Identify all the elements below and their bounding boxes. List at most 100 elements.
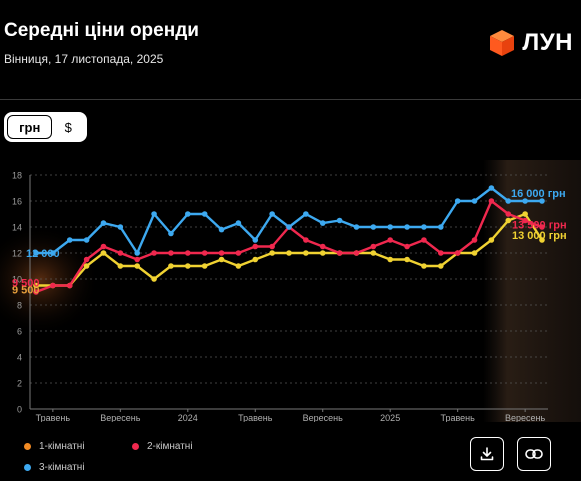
data-point-3-room (336, 217, 343, 224)
y-tick-label: 16 (12, 197, 22, 207)
data-point-3-room (50, 250, 56, 256)
data-point-2-room (66, 282, 73, 289)
data-point-2-room (303, 237, 309, 243)
currency-uah-button[interactable]: грн (7, 115, 53, 139)
data-point-2-room (454, 250, 461, 256)
y-tick-label: 4 (17, 353, 22, 363)
series-line-2-room (35, 199, 543, 294)
data-point-1-room (100, 250, 107, 256)
data-point-3-room (218, 226, 225, 233)
data-point-3-room (33, 250, 39, 256)
data-point-1-room (471, 250, 478, 256)
data-point-1-room (522, 211, 528, 217)
data-point-3-room (100, 220, 107, 226)
cube-icon (490, 30, 515, 56)
data-point-3-room (319, 220, 326, 226)
data-point-1-room (505, 217, 512, 224)
page-subtitle: Вінниця, 17 листопада, 2025 (4, 52, 164, 66)
y-tick-label: 10 (12, 275, 22, 285)
legend-item-1-room[interactable]: 1-кімнатні (24, 441, 85, 452)
logo-text: ЛУН (522, 29, 573, 56)
data-point-1-room (134, 263, 140, 269)
data-point-3-room (235, 220, 242, 226)
x-tick-label: Травень (36, 413, 71, 422)
link-icon (525, 449, 543, 459)
data-point-3-room (286, 224, 292, 230)
x-tick-label: 2024 (178, 413, 198, 422)
data-point-2-room (421, 237, 427, 243)
data-point-3-room (151, 211, 157, 217)
data-point-1-room (539, 237, 545, 243)
data-point-1-room (438, 263, 444, 269)
download-icon (480, 447, 494, 461)
data-point-3-room (168, 230, 174, 237)
share-link-button[interactable] (517, 437, 551, 471)
data-point-2-room (387, 237, 394, 243)
legend-label-3-room: 3-кімнатні (39, 462, 85, 473)
data-point-1-room (117, 263, 124, 269)
data-point-2-room (438, 250, 444, 256)
data-point-3-room (66, 237, 73, 243)
series-end-label-1-room: 13 000 грн (512, 230, 567, 242)
currency-usd-button[interactable]: $ (64, 119, 72, 135)
data-point-2-room (83, 256, 90, 263)
data-point-2-room (404, 243, 410, 250)
series-start-label-2-room: 9 500 (12, 278, 40, 290)
y-tick-label: 14 (12, 223, 22, 233)
data-point-3-room (134, 250, 140, 256)
data-point-1-room (235, 263, 242, 269)
data-point-1-room (286, 250, 292, 256)
data-point-1-room (83, 263, 90, 269)
data-point-3-room (454, 198, 461, 204)
data-point-2-room (151, 250, 157, 256)
data-point-1-room (218, 256, 225, 263)
page-title: Середні ціни оренди (4, 20, 199, 41)
x-tick-label: 2025 (380, 413, 400, 422)
rent-price-chart: 0 2 4 6 8 10 12 14 16 18 Травень Вересень 2024 Травен… (0, 160, 581, 422)
data-point-2-room (488, 198, 495, 204)
data-point-3-room (488, 185, 495, 191)
data-point-2-room (269, 243, 275, 250)
download-button[interactable] (470, 437, 504, 471)
data-point-2-room (252, 243, 259, 250)
data-point-2-room (471, 237, 478, 243)
data-point-2-room (522, 217, 528, 224)
series-start-label-3-room: 12 000 (26, 248, 60, 260)
data-point-3-room (303, 211, 309, 217)
data-point-3-room (117, 224, 124, 230)
legend-item-3-room[interactable]: 3-кімнатні (24, 462, 85, 473)
data-point-1-room (488, 237, 495, 243)
data-point-2-room (505, 211, 512, 217)
data-point-2-room (185, 250, 191, 256)
data-point-3-room (269, 211, 275, 217)
data-point-2-room (33, 289, 39, 295)
data-point-3-room (404, 224, 410, 230)
x-tick-label: Травень (440, 413, 475, 422)
data-point-3-room (185, 211, 191, 217)
data-point-3-room (539, 198, 545, 204)
data-point-1-room (168, 263, 174, 269)
legend-dot-3-room (24, 464, 31, 471)
data-point-1-room (201, 263, 208, 269)
data-point-2-room (201, 250, 208, 256)
data-point-1-room (185, 263, 191, 269)
data-point-1-room (421, 263, 427, 269)
data-point-2-room (370, 243, 377, 250)
data-point-1-room (252, 256, 259, 263)
header-divider (0, 99, 581, 100)
legend-dot-1-room (24, 443, 31, 450)
series-start-label-1-room: 9 500 (12, 285, 40, 297)
data-point-1-room (370, 250, 377, 256)
highlight-region (482, 160, 581, 422)
data-point-1-room (319, 250, 326, 256)
lun-logo: ЛУН (488, 28, 573, 58)
data-point-2-room (319, 243, 326, 250)
y-tick-label: 6 (17, 327, 22, 337)
series-end-label-2-room: 13 500 грн (512, 219, 567, 231)
y-tick-label: 2 (17, 379, 22, 389)
legend-dot-2-room (132, 443, 139, 450)
data-point-2-room (218, 250, 225, 256)
data-point-3-room (353, 224, 360, 230)
legend-item-2-room[interactable]: 2-кімнатні (132, 441, 193, 452)
y-tick-label: 0 (17, 405, 22, 415)
